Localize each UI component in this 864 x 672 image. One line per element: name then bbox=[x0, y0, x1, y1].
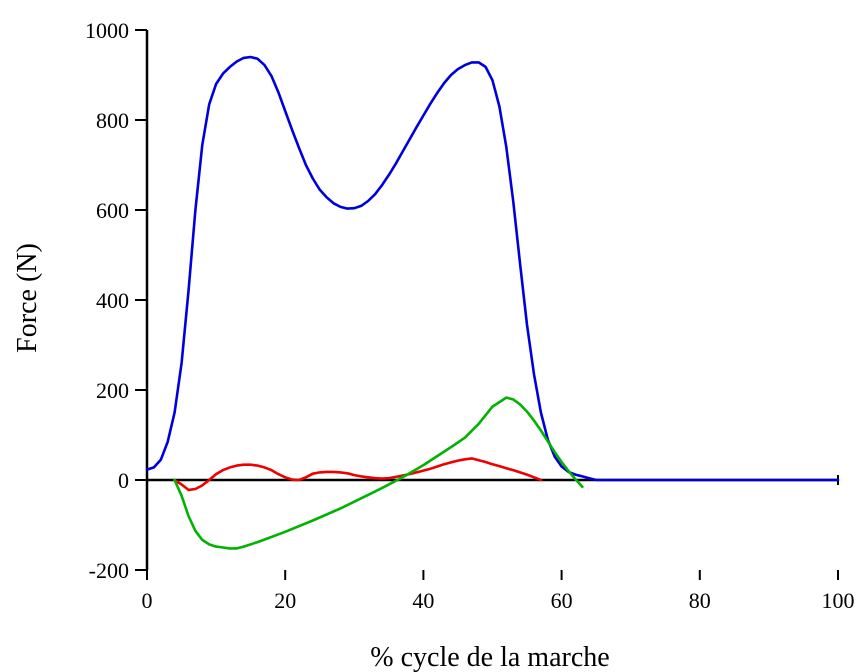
ticks: -200 0 200 400 600 800 1000 0 20 40 60 80 100 bbox=[85, 18, 855, 613]
series-line-2 bbox=[173, 457, 543, 492]
axes bbox=[145, 30, 839, 570]
y-axis-title: Force (N) bbox=[12, 243, 43, 353]
y-tick-label: 800 bbox=[96, 108, 129, 133]
x-tick-label: 80 bbox=[689, 588, 711, 613]
series-line-1 bbox=[145, 55, 840, 482]
y-tick-label: 600 bbox=[96, 198, 129, 223]
x-tick-label: 0 bbox=[142, 588, 153, 613]
y-tick-label: 200 bbox=[96, 378, 129, 403]
x-tick-label: 40 bbox=[412, 588, 434, 613]
y-tick-label: 400 bbox=[96, 288, 129, 313]
x-axis-title: % cycle de la marche bbox=[370, 642, 609, 672]
series-line-3 bbox=[173, 396, 584, 550]
y-tick-label: 1000 bbox=[85, 18, 129, 43]
y-tick-label: 0 bbox=[118, 468, 129, 493]
x-tick-label: 20 bbox=[274, 588, 296, 613]
x-tick-label: 60 bbox=[551, 588, 573, 613]
series-layer bbox=[145, 55, 840, 550]
x-tick-label: 100 bbox=[822, 588, 855, 613]
y-tick-label: -200 bbox=[89, 558, 129, 583]
